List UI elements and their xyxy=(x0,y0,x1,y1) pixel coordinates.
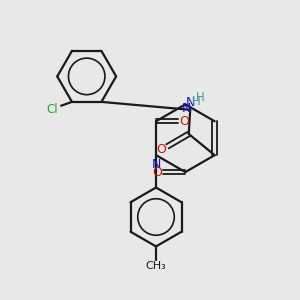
Text: H: H xyxy=(196,92,204,104)
Text: O: O xyxy=(152,166,162,178)
Text: O: O xyxy=(157,143,166,156)
Text: N: N xyxy=(186,95,195,109)
Text: N: N xyxy=(182,102,191,115)
Text: CH₃: CH₃ xyxy=(146,262,167,272)
Text: Cl: Cl xyxy=(46,103,58,116)
Text: N: N xyxy=(151,158,161,170)
Text: O: O xyxy=(180,115,190,128)
Text: H: H xyxy=(192,95,201,108)
